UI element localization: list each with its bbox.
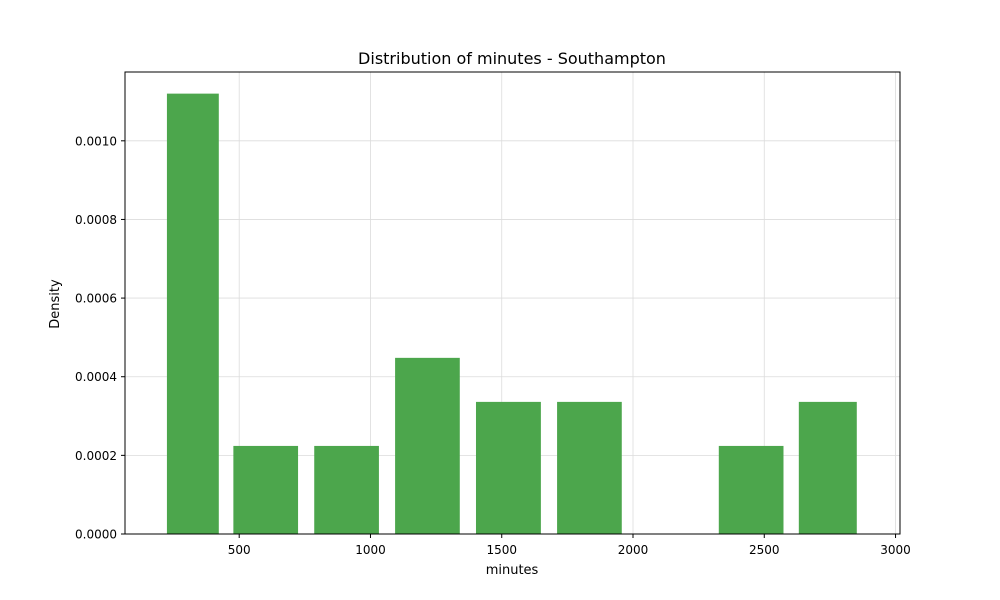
x-tick-label: 2000	[618, 543, 649, 557]
x-tick-label: 2500	[749, 543, 780, 557]
x-tick-label: 1000	[355, 543, 386, 557]
y-tick-label: 0.0010	[75, 134, 117, 148]
y-tick-label: 0.0006	[75, 292, 117, 306]
plot-frame	[124, 71, 901, 535]
y-tick-label: 0.0000	[75, 528, 117, 542]
histogram-bar	[718, 445, 784, 534]
histogram-bar	[233, 445, 299, 534]
bars	[166, 93, 857, 534]
chart-title: Distribution of minutes - Southampton	[358, 49, 666, 68]
y-tick-label: 0.0008	[75, 213, 117, 227]
x-axis-ticks: 500 1000 1500 2000 2500 3000	[228, 534, 911, 557]
histogram-bar	[798, 401, 857, 534]
histogram-bar	[395, 357, 460, 534]
y-tick-label: 0.0004	[75, 370, 117, 384]
y-tick-label: 0.0002	[75, 449, 117, 463]
x-tick-label: 1500	[486, 543, 517, 557]
x-tick-label: 3000	[880, 543, 911, 557]
x-tick-label: 500	[228, 543, 251, 557]
histogram-bar	[166, 93, 219, 534]
y-axis-label: Density	[48, 279, 63, 329]
histogram-bar	[557, 401, 622, 534]
histogram-bar	[475, 401, 541, 534]
y-axis-ticks: 0.0000 0.0002 0.0004 0.0006 0.0008 0.0010	[75, 134, 125, 542]
histogram-bar	[314, 445, 379, 534]
x-axis-label: minutes	[486, 563, 539, 578]
